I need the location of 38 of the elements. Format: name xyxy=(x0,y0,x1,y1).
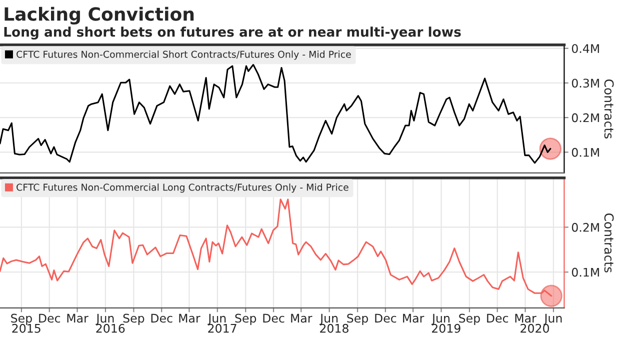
x2-tick-label: 2016 xyxy=(96,324,125,333)
x-tick-label: Sep xyxy=(347,314,368,325)
x-tick-label: Jun xyxy=(431,314,450,325)
chart-subtitle: Long and short bets on futures are at or near multi-year lows xyxy=(4,26,461,40)
x2-tick-label: 2018 xyxy=(320,324,348,333)
x-tick-label: Dec xyxy=(487,314,508,323)
y-tick-label: 0.2M xyxy=(572,222,599,232)
x-tick-label: Jun xyxy=(96,314,114,325)
x2-tick-label: 2019 xyxy=(432,324,460,333)
x-tick-label: Sep xyxy=(123,314,144,325)
y-tick-label: 0.2M xyxy=(572,113,599,122)
x-tick-label: Jun xyxy=(544,314,562,325)
x-tick-label: Dec xyxy=(263,314,284,323)
x-tick-label: Dec xyxy=(39,314,60,323)
y-tick-label: 0.3M xyxy=(572,78,599,88)
x-tick-label: Mar xyxy=(515,314,536,323)
x-tick-label: Mar xyxy=(291,314,312,323)
x-tick-label: Jun xyxy=(319,314,338,325)
x-tick-label: Dec xyxy=(375,314,396,323)
legend-label: CFTC Futures Non-Commercial Long Contracts/Futures Only - Mid Price xyxy=(16,183,348,193)
x-tick-label: Mar xyxy=(403,314,424,323)
x2-tick-label: 2020 xyxy=(520,324,549,333)
x-tick-label: Sep xyxy=(11,314,32,325)
x-tick-label: Sep xyxy=(459,314,480,325)
x-tick-label: Jun xyxy=(208,314,226,325)
y-tick-label: 0.4M xyxy=(572,44,599,54)
y-tick-label: 0.1M xyxy=(572,268,599,277)
x-tick-label: Dec xyxy=(151,314,172,323)
chart-title: Lacking Conviction xyxy=(4,6,194,24)
y-tick-label: 0.1M xyxy=(572,148,599,157)
x-tick-label: Mar xyxy=(67,314,88,323)
x-tick-label: Sep xyxy=(235,314,256,325)
x2-tick-label: 2015 xyxy=(12,324,40,333)
y-axis-title: Contracts xyxy=(604,213,614,272)
x2-tick-label: 2017 xyxy=(208,324,236,333)
x-tick-label: Mar xyxy=(179,314,200,323)
y-axis-title: Contracts xyxy=(604,79,614,138)
legend-label: CFTC Futures Non-Commercial Short Contracts/Futures Only - Mid Price xyxy=(16,50,351,60)
